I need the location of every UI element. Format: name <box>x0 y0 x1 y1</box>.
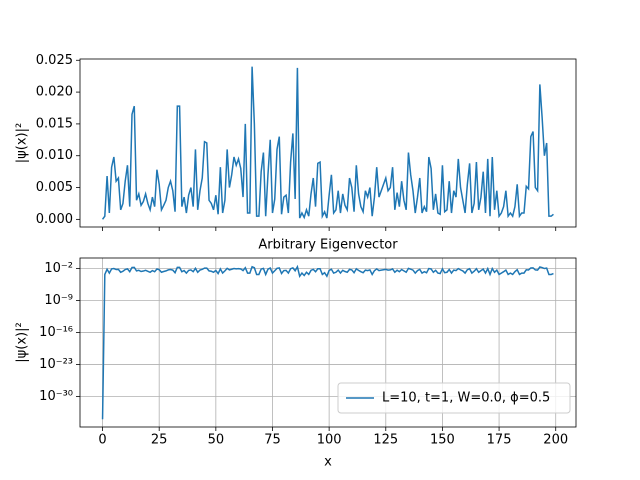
legend-box <box>337 382 571 414</box>
y-axis-label: |ψ(x)|² <box>15 322 30 362</box>
y-tick-label: 10⁻³⁰ <box>39 389 73 404</box>
axes-frame <box>79 58 577 228</box>
y-tick-label: 0.005 <box>36 180 73 195</box>
y-tick-label: 10⁻⁹ <box>44 293 73 308</box>
y-tick-label: 10⁻¹⁶ <box>39 325 73 340</box>
data-line <box>101 66 554 220</box>
x-tick-label: 150 <box>430 433 455 448</box>
legend-label: L=10, t=1, W=0.0, ϕ=0.5 <box>382 391 550 406</box>
x-axis-label: x <box>324 455 332 470</box>
x-tick-label: 200 <box>543 433 568 448</box>
x-tick-label: 25 <box>151 433 168 448</box>
y-tick-label: 0.000 <box>36 212 73 227</box>
y-tick-label: 10⁻² <box>44 261 73 276</box>
y-tick-label: 10⁻²³ <box>39 357 73 372</box>
x-tick-label: 50 <box>208 433 225 448</box>
x-tick-label: 100 <box>317 433 342 448</box>
x-tick-label: 75 <box>264 433 281 448</box>
y-tick-label: 0.015 <box>36 116 73 131</box>
subplot-title: Arbitrary Eigenvector <box>258 238 398 253</box>
x-tick-label: 175 <box>487 433 512 448</box>
x-tick-label: 125 <box>373 433 398 448</box>
y-axis-label: |ψ(x)|² <box>15 123 30 163</box>
y-tick-label: 0.020 <box>36 85 73 100</box>
y-tick-label: 0.025 <box>36 53 73 68</box>
data-line <box>101 264 554 420</box>
x-tick-label: 0 <box>98 433 106 448</box>
axes-frame <box>79 257 577 428</box>
y-tick-label: 0.010 <box>36 148 73 163</box>
